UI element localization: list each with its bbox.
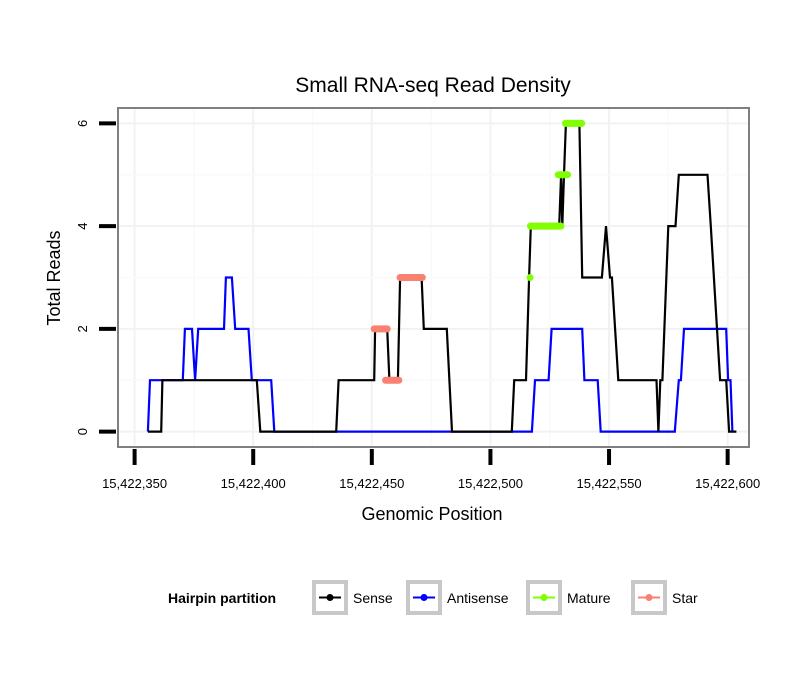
x-axis-title: Genomic Position	[361, 504, 502, 524]
legend-title: Hairpin partition	[168, 590, 276, 606]
legend-item-sense: Sense	[312, 580, 393, 615]
x-tick-label: 15,422,400	[221, 476, 286, 491]
y-tick-label: 2	[75, 325, 90, 332]
x-tick-label: 15,422,600	[695, 476, 760, 491]
y-tick-label: 6	[75, 120, 90, 127]
y-axis-title: Total Reads	[44, 230, 64, 325]
chart-title: Small RNA-seq Read Density	[295, 74, 571, 97]
legend-key-point	[326, 594, 334, 601]
legend-key-point	[420, 594, 428, 601]
legend-key-point	[540, 594, 548, 601]
series-layer	[146, 119, 737, 433]
panel-border	[117, 107, 750, 448]
legend: Hairpin partition Sense Antisense Mature St…	[168, 580, 698, 615]
legend-item-mature: Mature	[526, 580, 611, 615]
y-tick-label: 4	[75, 223, 90, 230]
x-tick-label: 15,422,450	[339, 476, 404, 491]
x-tick-label: 15,422,550	[577, 476, 642, 491]
x-tick-label: 15,422,500	[458, 476, 523, 491]
legend-label: Mature	[567, 590, 611, 606]
legend-label: Antisense	[447, 590, 509, 606]
legend-label: Star	[672, 590, 698, 606]
legend-item-antisense: Antisense	[406, 580, 509, 615]
y-tick-label: 0	[75, 428, 90, 435]
plot-panel	[117, 107, 750, 448]
x-tick-label: 15,422,350	[102, 476, 167, 491]
legend-key-point	[645, 594, 653, 601]
legend-item-star: Star	[631, 580, 698, 615]
legend-label: Sense	[353, 590, 393, 606]
legend-entries: Sense Antisense Mature Star	[312, 580, 698, 615]
x-axis: 15,422,350 15,422,400 15,422,450 15,422,500…	[102, 449, 760, 491]
y-axis: 0 2 4 6	[75, 120, 116, 435]
